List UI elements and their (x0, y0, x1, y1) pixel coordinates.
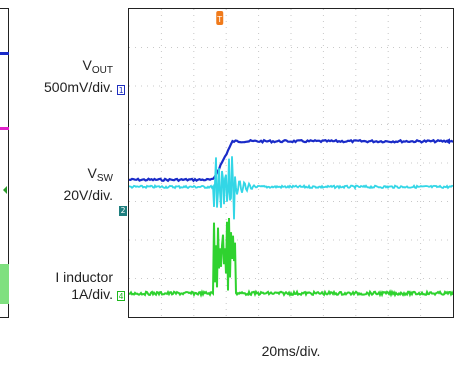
adjacent-green-arrow (3, 186, 7, 194)
vsw-label: VSW 20V/div. (10, 165, 113, 204)
oscilloscope-screen: T (128, 8, 454, 318)
scope-markers: T (216, 11, 450, 145)
trigger-marker-label: T (216, 15, 222, 24)
inductor-current-trace (129, 217, 453, 298)
vout-label-main: V (82, 57, 92, 73)
vout-label: VOUT 500mV/div. (10, 57, 113, 96)
vout-trace (129, 138, 453, 183)
inductor-current-label: I inductor 1A/div. (10, 269, 113, 303)
oscilloscope-plot: T (129, 9, 453, 317)
vsw-label-main: V (87, 165, 97, 181)
traces (129, 138, 453, 298)
channel-1-marker: 1 (117, 85, 125, 95)
vout-right-arrow (445, 138, 450, 145)
adjacent-scope-edge (0, 8, 9, 318)
grid (129, 9, 453, 317)
vsw-scale: 20V/div. (63, 187, 113, 203)
channel-4-marker: 4 (117, 291, 125, 301)
vsw-label-sub: SW (96, 173, 113, 184)
adjacent-scope-traces (0, 52, 9, 304)
il-scale: 1A/div. (71, 286, 113, 302)
adjacent-magenta-trace (0, 127, 9, 130)
vout-label-sub: OUT (91, 65, 113, 76)
trigger-marker (216, 11, 224, 25)
il-label-main: I inductor (55, 269, 113, 285)
adjacent-green-trace (0, 264, 9, 304)
channel-2-marker: 2 (119, 206, 127, 216)
vsw-trace (129, 156, 453, 220)
vout-scale: 500mV/div. (44, 79, 113, 95)
timebase-label: 20ms/div. (261, 343, 321, 359)
adjacent-blue-trace (0, 52, 9, 55)
